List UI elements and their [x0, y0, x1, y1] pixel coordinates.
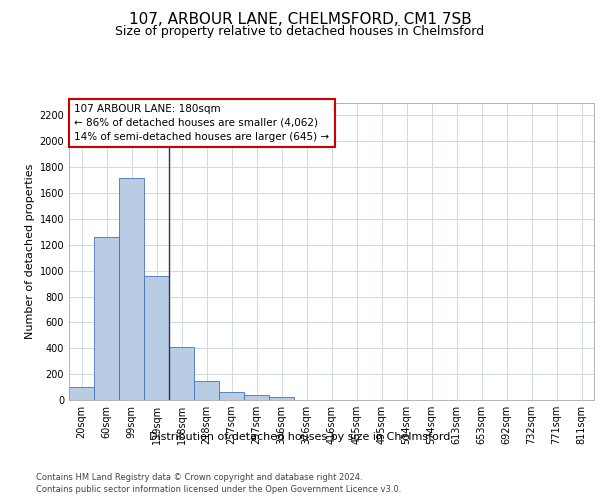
- Bar: [244, 396, 269, 400]
- Text: 107, ARBOUR LANE, CHELMSFORD, CM1 7SB: 107, ARBOUR LANE, CHELMSFORD, CM1 7SB: [128, 12, 472, 28]
- Bar: [194, 381, 219, 400]
- Text: Contains HM Land Registry data © Crown copyright and database right 2024.: Contains HM Land Registry data © Crown c…: [36, 472, 362, 482]
- Bar: [94, 237, 119, 400]
- Bar: [169, 347, 194, 400]
- Bar: [144, 276, 169, 400]
- Text: 107 ARBOUR LANE: 180sqm
← 86% of detached houses are smaller (4,062)
14% of semi: 107 ARBOUR LANE: 180sqm ← 86% of detache…: [74, 104, 329, 142]
- Bar: [69, 387, 94, 400]
- Bar: [269, 397, 294, 400]
- Bar: [119, 178, 144, 400]
- Text: Contains public sector information licensed under the Open Government Licence v3: Contains public sector information licen…: [36, 485, 401, 494]
- Text: Distribution of detached houses by size in Chelmsford: Distribution of detached houses by size …: [149, 432, 451, 442]
- Text: Size of property relative to detached houses in Chelmsford: Size of property relative to detached ho…: [115, 25, 485, 38]
- Y-axis label: Number of detached properties: Number of detached properties: [25, 164, 35, 339]
- Bar: [219, 392, 244, 400]
